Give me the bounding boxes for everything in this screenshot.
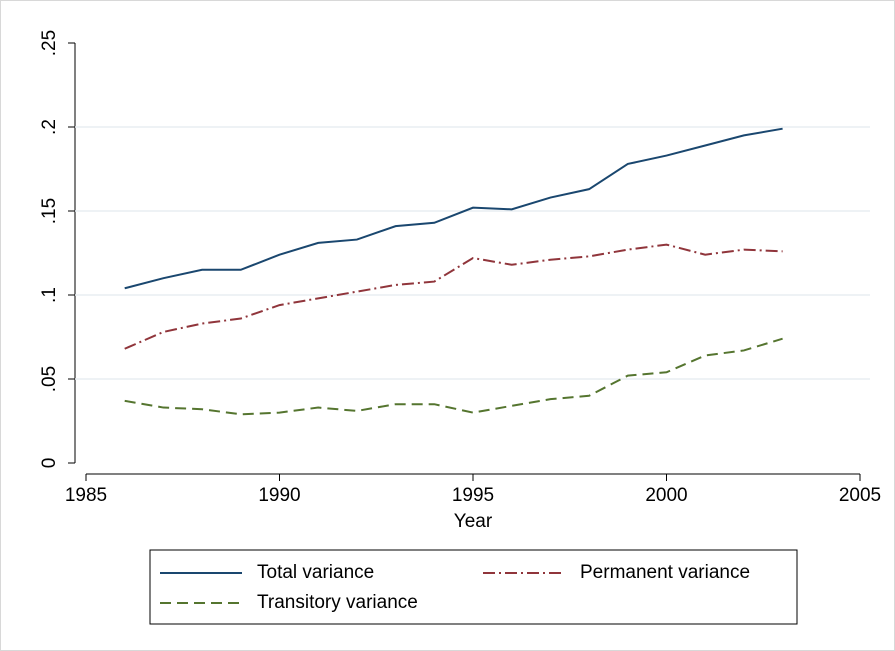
legend-label: Transitory variance [257,592,418,613]
x-tick-label: 1995 [452,485,494,506]
x-tick-label: 1985 [65,485,107,506]
x-axis-title: Year [454,511,493,532]
y-tick-label: .05 [39,366,60,392]
y-tick-label: 0 [39,458,60,469]
legend-label: Permanent variance [580,562,750,583]
x-tick-label: 2005 [839,485,881,506]
legend-label: Total variance [257,562,374,583]
series-line [124,243,783,350]
x-tick-label: 1990 [258,485,300,506]
y-tick-label: .1 [39,287,60,303]
y-tick-label: .15 [39,198,60,224]
series-line [124,337,783,416]
series-line [124,127,783,290]
y-tick-label: .2 [39,119,60,135]
legend-box [149,549,798,625]
y-tick-label: .25 [39,30,60,56]
x-tick-label: 2000 [645,485,687,506]
